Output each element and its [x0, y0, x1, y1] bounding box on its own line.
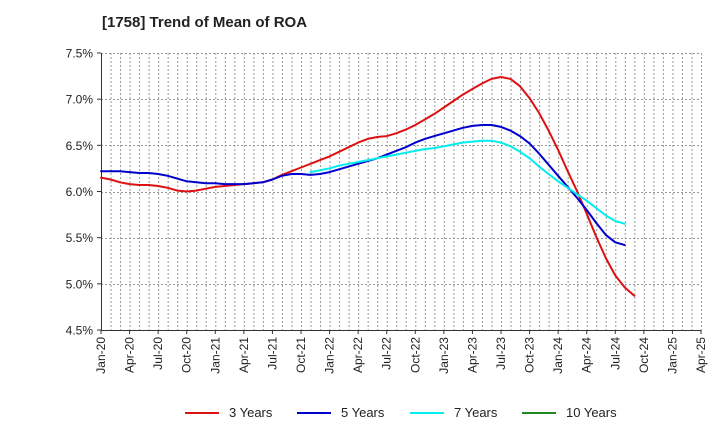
x-tick-label: Jul-21 [265, 337, 279, 370]
legend-item-5-years: 5 Years [297, 405, 384, 420]
y-tick-label: 7.0% [66, 93, 94, 107]
grid [101, 53, 702, 331]
series-line-7-years [309, 139, 626, 225]
legend-item-10-years: 10 Years [522, 405, 617, 420]
x-tick-label: Apr-25 [694, 337, 708, 373]
legend-swatch-10-years [522, 411, 556, 414]
legend-swatch-5-years [297, 411, 331, 414]
x-tick-label: Apr-23 [465, 337, 479, 373]
y-tick-label: 6.0% [66, 185, 94, 199]
series-line-3-years [100, 76, 636, 297]
x-tick-label: Jul-22 [380, 337, 394, 370]
legend-swatch-3-years [185, 411, 219, 414]
legend-label-5-years: 5 Years [341, 405, 385, 420]
x-tick-label: Oct-22 [408, 337, 422, 373]
x-tick-label: Jul-20 [151, 337, 165, 370]
x-tick-label: Oct-23 [523, 337, 537, 373]
chart-title: [1758] Trend of Mean of ROA [102, 14, 308, 31]
y-tick-label: 5.5% [66, 231, 94, 245]
x-tick-label: Apr-21 [237, 337, 251, 373]
x-tick-label: Jan-20 [94, 337, 108, 374]
legend-label-7-years: 7 Years [454, 405, 498, 420]
x-tick-label: Apr-22 [351, 337, 365, 373]
series-lines [100, 76, 636, 297]
y-tick-label: 5.0% [66, 277, 94, 291]
y-tick-label: 4.5% [66, 324, 94, 338]
y-tick-label: 6.5% [66, 139, 94, 153]
x-tick-label: Jul-23 [494, 337, 508, 370]
x-tick-label: Jan-21 [208, 337, 222, 374]
legend-item-3-years: 3 Years [185, 405, 272, 420]
x-tick-label: Jan-25 [665, 337, 679, 374]
x-tick-label: Jan-23 [437, 337, 451, 374]
y-tick-label: 7.5% [66, 47, 94, 61]
series-line-5-years [100, 124, 626, 247]
x-tick-label: Jan-24 [551, 337, 565, 374]
x-tick-label: Apr-24 [580, 337, 594, 373]
x-tick-label: Apr-20 [123, 337, 137, 373]
axes: 4.5% 5.0% 5.5% 6.0% 6.5% 7.0% 7.5% Jan-20 Apr-20… [66, 47, 708, 374]
x-tick-label: Oct-20 [180, 337, 194, 373]
legend-swatch-7-years [410, 411, 444, 414]
legend-label-3-years: 3 Years [229, 405, 273, 420]
x-tick-label: Jul-24 [608, 337, 622, 370]
x-tick-label: Jan-22 [323, 337, 337, 374]
x-tick-label: Oct-24 [637, 337, 651, 373]
legend-label-10-years: 10 Years [566, 405, 617, 420]
legend-item-7-years: 7 Years [410, 405, 497, 420]
legend: 3 Years 5 Years 7 Years 10 Years [0, 405, 720, 425]
x-tick-label: Oct-21 [294, 337, 308, 373]
